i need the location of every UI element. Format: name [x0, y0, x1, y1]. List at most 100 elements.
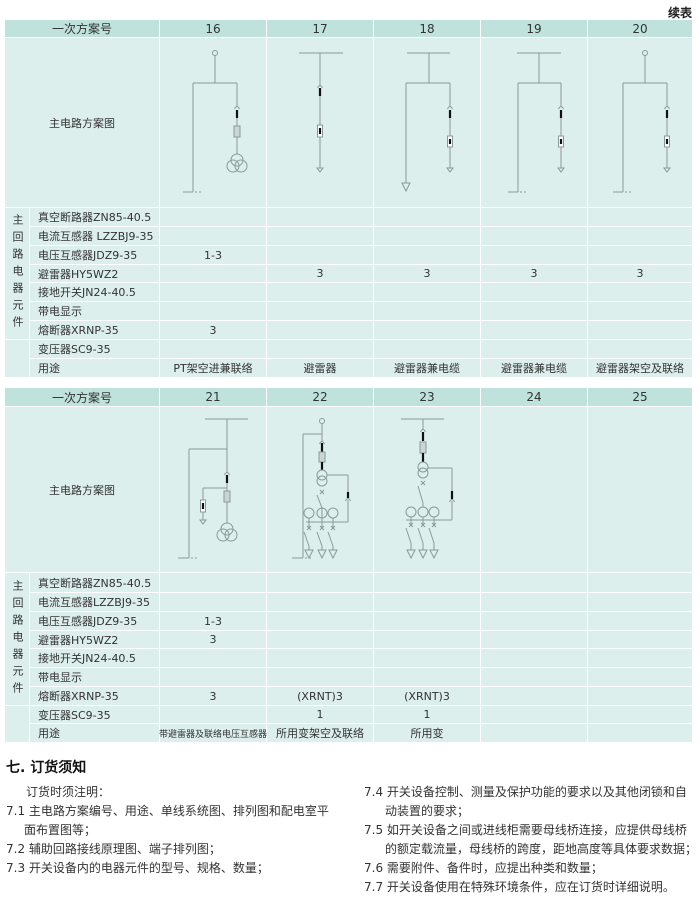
ordering-note-left: 订货时须注明：: [26, 785, 111, 799]
scheme-number-18: 18: [374, 20, 481, 38]
component-label: 变压器SC9-35: [30, 706, 160, 724]
usage-label: 用途: [30, 724, 160, 743]
scheme-number-header: 一次方案号: [5, 388, 160, 407]
component-value: [160, 593, 267, 612]
component-value: [160, 340, 267, 359]
component-value: 3: [481, 265, 588, 283]
component-label: 真空断路器ZN85-40.5: [30, 573, 160, 593]
component-value: [481, 668, 588, 687]
arrester-overhead-diagram-icon: [613, 50, 671, 193]
diagram-cell-16: [160, 38, 267, 208]
component-value: [588, 246, 693, 265]
component-value: [588, 227, 693, 246]
component-value: [160, 706, 267, 724]
component-value: [481, 631, 588, 649]
component-label: 变压器SC9-35: [30, 340, 160, 359]
component-value: [374, 593, 481, 612]
component-value: [160, 649, 267, 668]
component-value: [481, 302, 588, 321]
usage-value: 避雷器架空及联络: [588, 359, 693, 378]
component-value: [588, 631, 693, 649]
component-value: [481, 687, 588, 706]
component-value: [267, 208, 374, 227]
component-value: [481, 706, 588, 724]
diagram-cell-22: [267, 407, 374, 573]
arrester-diagram-icon: [299, 52, 343, 173]
ordering-note-right: 7.5 如开关设备之间或进线柜需要母线桥连接，应提供母线桥: [364, 823, 687, 837]
component-value: [267, 246, 374, 265]
component-value: 1-3: [160, 612, 267, 631]
component-value: [588, 612, 693, 631]
ordering-note-right: 动装置的要求；: [385, 804, 470, 818]
component-value: [267, 612, 374, 631]
component-label: 接地开关JN24-40.5: [30, 649, 160, 668]
component-value: [481, 321, 588, 340]
usage-value: [588, 724, 693, 743]
diagram-cell-20: [588, 38, 693, 208]
component-value: 3: [267, 265, 374, 283]
component-value: 3: [160, 631, 267, 649]
scheme-number-23: 23: [374, 388, 481, 407]
component-value: [481, 227, 588, 246]
component-value: [267, 649, 374, 668]
scheme-number-20: 20: [588, 20, 693, 38]
component-label: 电压互感器JDZ9-35: [30, 612, 160, 631]
usage-value: 避雷器: [267, 359, 374, 378]
component-value: [374, 631, 481, 649]
component-value: 3: [160, 687, 267, 706]
component-value: [374, 649, 481, 668]
scheme-number-16: 16: [160, 20, 267, 38]
component-value: [267, 593, 374, 612]
component-value: [374, 340, 481, 359]
diagram-cell-19: [481, 38, 588, 208]
scheme-number-25: 25: [588, 388, 693, 407]
component-label: 电压互感器JDZ9-35: [30, 246, 160, 265]
component-value: [374, 246, 481, 265]
continued-label: 续表: [667, 6, 692, 20]
component-label: 避雷器HY5WZ2: [30, 631, 160, 649]
component-value: [481, 246, 588, 265]
scheme-number-header: 一次方案号: [5, 20, 160, 38]
component-value: [160, 227, 267, 246]
component-value: [588, 340, 693, 359]
component-value: [481, 340, 588, 359]
arrester-cable-diagram-icon: [401, 52, 454, 193]
component-value: [374, 208, 481, 227]
component-label: 熔断器XRNP-35: [30, 321, 160, 340]
component-value: [481, 612, 588, 631]
usage-value: 所用变架空及联络: [267, 724, 374, 743]
component-value: 3: [374, 265, 481, 283]
ordering-note-right: 7.6 需要附件、备件时，应提出种类和数量；: [364, 861, 603, 875]
component-value: [481, 208, 588, 227]
usage-value: 避雷器兼电缆: [481, 359, 588, 378]
ordering-note-left: 面布置图等；: [24, 823, 97, 837]
component-value: [588, 208, 693, 227]
component-value: [267, 668, 374, 687]
pt-transformer-diagram-icon: [183, 50, 248, 193]
ordering-note-left: 7.3 开关设备内的电器元件的型号、规格、数量；: [6, 861, 269, 875]
component-label: 接地开关JN24-40.5: [30, 283, 160, 302]
component-label: 避雷器HY5WZ2: [30, 265, 160, 283]
component-value: [267, 321, 374, 340]
usage-label: 用途: [30, 359, 160, 378]
scheme-number-17: 17: [267, 20, 374, 38]
component-value: [588, 302, 693, 321]
component-label: 真空断路器ZN85-40.5: [30, 208, 160, 227]
usage-value: PT架空进兼联络: [160, 359, 267, 378]
component-value: 1: [374, 706, 481, 724]
component-value: [588, 668, 693, 687]
component-value: [160, 573, 267, 593]
component-group-label: 主回路电器元件: [5, 208, 30, 340]
component-value: [374, 612, 481, 631]
diagram-cell-25: [588, 407, 693, 573]
component-value: 1-3: [160, 246, 267, 265]
ordering-note-right: 7.4 开关设备控制、测量及保护功能的要求以及其他闭锁和自: [364, 785, 687, 799]
component-value: [160, 265, 267, 283]
component-value: [588, 649, 693, 668]
diagram-cell-18: [374, 38, 481, 208]
component-label: 电流互感器LZZBJ9-35: [30, 593, 160, 612]
usage-value: [481, 724, 588, 743]
component-value: [267, 573, 374, 593]
usage-value: 带避雷器及联络电压互感器: [159, 724, 267, 743]
component-value: [481, 649, 588, 668]
